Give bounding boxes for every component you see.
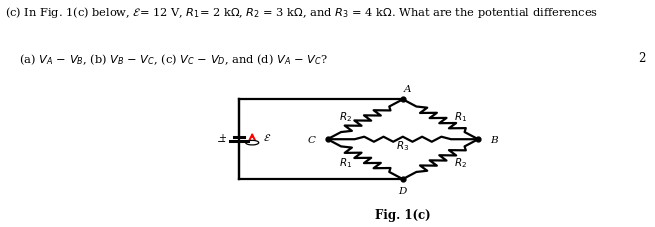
Text: D: D: [399, 186, 407, 195]
Text: +: +: [218, 133, 226, 143]
Text: $R_3$: $R_3$: [396, 138, 409, 152]
Text: 2: 2: [638, 52, 645, 65]
Text: A: A: [403, 85, 411, 94]
Text: $R_2$: $R_2$: [454, 155, 466, 169]
Text: (c) In Fig. 1(c) below, $\mathbf{\mathcal{E}}$= 12 V, $R_1$= 2 k$\Omega$, $R_2$ : (c) In Fig. 1(c) below, $\mathbf{\mathca…: [5, 5, 598, 20]
Text: $R_1$: $R_1$: [453, 110, 467, 124]
Text: $\mathcal{E}$: $\mathcal{E}$: [263, 132, 272, 143]
Text: (a) $V_A$ $-$ $V_B$, (b) $V_B$ $-$ $V_C$, (c) $V_C$ $-$ $V_D$, and (d) $V_A$ $-$: (a) $V_A$ $-$ $V_B$, (b) $V_B$ $-$ $V_C$…: [5, 52, 328, 67]
Text: $R_2$: $R_2$: [339, 110, 352, 124]
Text: B: B: [490, 135, 498, 144]
Text: Fig. 1(c): Fig. 1(c): [375, 208, 430, 221]
Text: $R_1$: $R_1$: [339, 155, 352, 169]
Text: −: −: [217, 137, 226, 147]
Text: C: C: [308, 135, 316, 144]
